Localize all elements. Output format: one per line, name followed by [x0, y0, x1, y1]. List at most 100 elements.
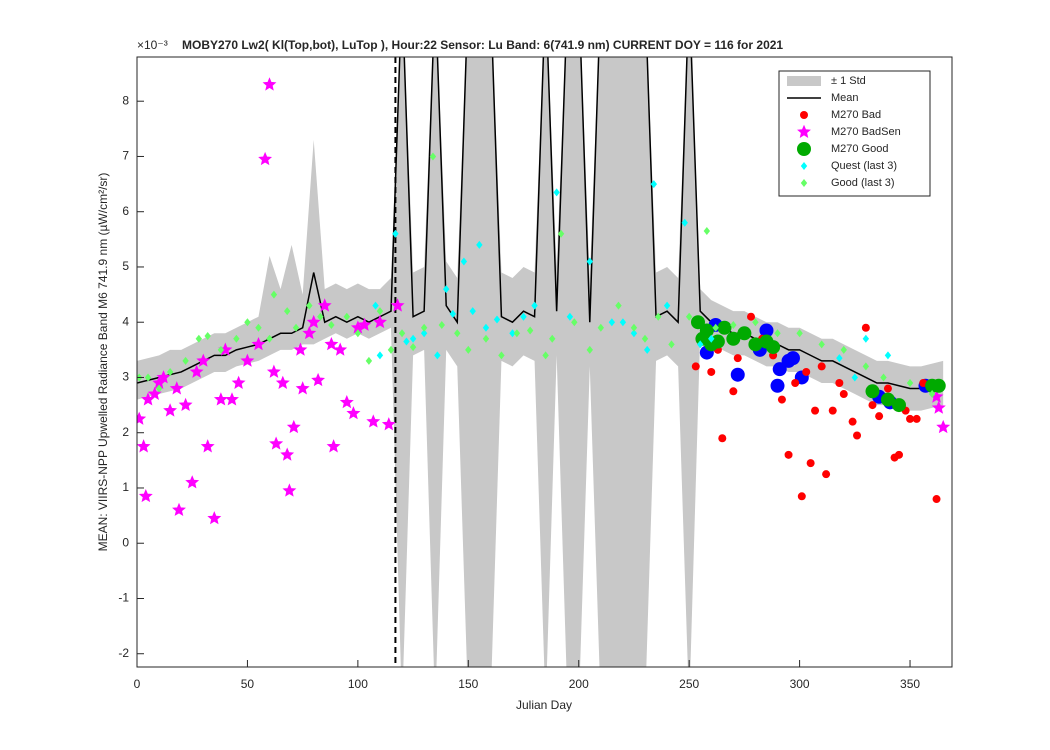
point — [460, 257, 468, 266]
point — [266, 334, 273, 343]
point — [311, 372, 326, 387]
point — [730, 320, 737, 329]
point — [880, 392, 895, 407]
point — [169, 381, 184, 395]
point — [182, 356, 189, 365]
point — [936, 419, 951, 434]
point — [718, 434, 727, 443]
point — [449, 309, 457, 318]
x-tick-label: 350 — [900, 677, 920, 691]
point — [650, 180, 658, 189]
y-tick-label: 7 — [122, 149, 129, 163]
point — [251, 337, 266, 351]
point — [691, 362, 700, 371]
point — [851, 373, 859, 382]
point — [204, 332, 211, 341]
legend-label: Good (last 3) — [831, 177, 895, 189]
point — [493, 315, 501, 324]
point — [392, 229, 399, 238]
point — [189, 364, 204, 378]
y-tick-label: 4 — [122, 314, 129, 328]
x-tick-label: 0 — [134, 677, 141, 691]
y-tick-label: 8 — [122, 93, 129, 107]
point — [366, 414, 381, 428]
point — [861, 323, 870, 332]
point — [420, 323, 428, 332]
point — [185, 475, 200, 489]
point — [630, 323, 638, 332]
point — [269, 436, 284, 450]
point — [697, 340, 704, 349]
point — [434, 351, 441, 360]
point — [465, 345, 472, 354]
point — [641, 334, 649, 343]
point — [663, 301, 671, 310]
x-tick-label: 100 — [348, 677, 368, 691]
point — [302, 326, 317, 340]
point — [894, 450, 903, 459]
point — [376, 307, 384, 316]
point — [429, 152, 437, 161]
point — [733, 354, 742, 363]
point — [346, 406, 361, 420]
point — [286, 419, 301, 434]
point — [420, 329, 428, 338]
point — [372, 301, 379, 310]
point — [498, 351, 505, 360]
point — [195, 334, 203, 343]
point — [785, 351, 800, 366]
point — [818, 340, 825, 349]
x-tick-label: 50 — [241, 677, 255, 691]
point — [770, 378, 785, 393]
point — [644, 345, 651, 354]
point — [759, 323, 774, 338]
point — [730, 367, 745, 382]
point — [306, 314, 321, 329]
point — [454, 329, 461, 338]
point — [326, 439, 341, 453]
point — [156, 370, 171, 384]
point — [668, 340, 675, 349]
point — [255, 323, 262, 332]
point — [343, 312, 351, 321]
point — [891, 398, 906, 413]
point — [712, 323, 719, 332]
legend-swatch — [787, 76, 821, 86]
point — [354, 329, 362, 338]
point — [566, 312, 574, 321]
point — [403, 337, 410, 346]
y-tick-label: 0 — [122, 535, 129, 549]
plot — [137, 57, 951, 667]
point — [608, 318, 616, 327]
point — [144, 373, 152, 382]
point — [800, 179, 808, 187]
point — [138, 489, 153, 503]
point — [597, 323, 605, 332]
point — [868, 401, 877, 410]
point — [163, 403, 178, 417]
point — [931, 378, 946, 393]
point — [707, 367, 716, 376]
point — [155, 384, 163, 393]
point — [317, 312, 324, 321]
point — [883, 384, 892, 393]
point — [630, 329, 638, 338]
point — [729, 387, 738, 396]
point — [737, 326, 752, 341]
point — [438, 320, 445, 329]
point — [862, 362, 870, 371]
point — [520, 312, 527, 321]
point — [324, 337, 339, 351]
y-tick-label: 5 — [122, 259, 129, 273]
point — [233, 334, 240, 343]
point — [836, 354, 843, 363]
point — [469, 307, 476, 316]
point — [839, 390, 848, 399]
point — [906, 378, 914, 387]
point — [244, 318, 251, 327]
point — [339, 394, 354, 409]
point — [748, 337, 763, 352]
point — [777, 395, 786, 404]
point — [703, 227, 711, 236]
